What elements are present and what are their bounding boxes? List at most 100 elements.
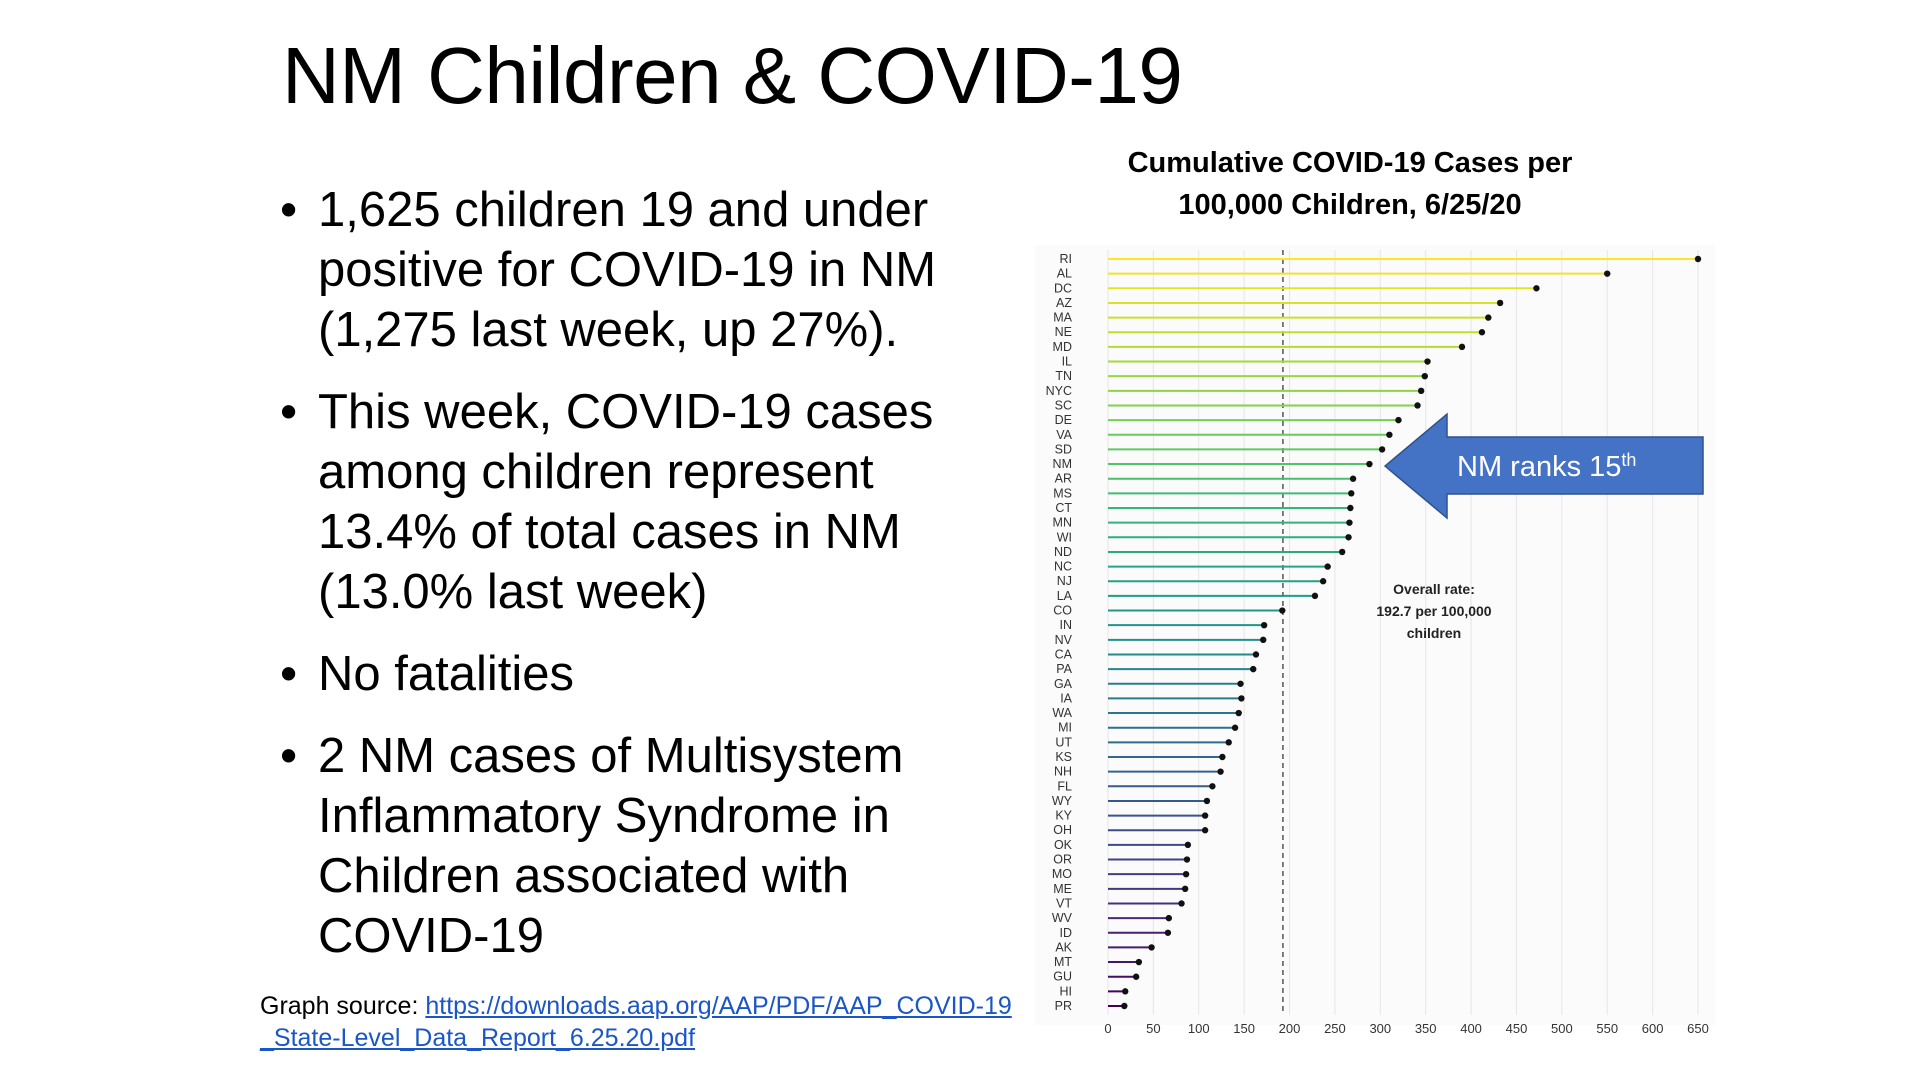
overall-rate-annotation: Overall rate: — [1393, 581, 1475, 597]
lollipop-dot — [1366, 460, 1373, 468]
category-label: SC — [1055, 398, 1072, 412]
x-tick-label: 650 — [1687, 1021, 1709, 1036]
category-label: HI — [1060, 984, 1073, 998]
lollipop-dot — [1165, 914, 1173, 922]
category-label: MT — [1054, 955, 1072, 969]
lollipop-dot — [1348, 490, 1355, 497]
category-label: OR — [1053, 853, 1072, 867]
x-tick-label: 250 — [1324, 1021, 1346, 1036]
x-tick-label: 450 — [1506, 1021, 1528, 1036]
bullet-item: 1,625 children 19 and under positive for… — [280, 180, 1000, 360]
category-label: NH — [1054, 765, 1072, 779]
category-label: RI — [1060, 252, 1073, 266]
lollipop-dot — [1324, 563, 1331, 570]
lollipop-dot — [1250, 665, 1257, 673]
category-label: AR — [1055, 472, 1072, 486]
x-tick-label: 500 — [1551, 1021, 1573, 1036]
lollipop-dot — [1231, 724, 1239, 731]
lollipop-dot — [1219, 753, 1226, 761]
lollipop-dot — [1694, 255, 1702, 263]
category-label: AL — [1057, 267, 1072, 281]
x-tick-label: 100 — [1188, 1021, 1210, 1036]
lollipop-dot — [1217, 768, 1224, 775]
lollipop-dot — [1346, 519, 1353, 526]
callout-text: NM ranks 15th — [1457, 450, 1636, 483]
category-label: MO — [1052, 867, 1072, 881]
category-label: SD — [1055, 442, 1072, 456]
x-tick-label: 550 — [1596, 1021, 1618, 1036]
lollipop-dot — [1414, 402, 1421, 409]
graph-source-link[interactable]: https://downloads.aap.org/AAP/PDF/AAP_CO… — [260, 992, 1012, 1052]
category-label: PR — [1055, 999, 1072, 1013]
lollipop-dot — [1338, 548, 1346, 556]
slide-title: NM Children & COVID-19 — [282, 31, 1183, 120]
category-label: MN — [1053, 516, 1072, 530]
lollipop-dot — [1319, 578, 1327, 585]
lollipop-dot — [1347, 504, 1354, 512]
bullet-list: 1,625 children 19 and under positive for… — [280, 180, 1000, 988]
bullet-item: This week, COVID-19 cases among children… — [280, 382, 1000, 622]
category-label: WY — [1052, 794, 1073, 808]
category-label: PA — [1056, 662, 1072, 676]
category-label: CA — [1055, 647, 1073, 661]
category-label: MD — [1053, 340, 1072, 354]
lollipop-dot — [1201, 812, 1209, 819]
category-label: LA — [1057, 589, 1073, 603]
callout-arrow — [1383, 412, 1704, 520]
x-tick-label: 150 — [1233, 1021, 1255, 1036]
category-label: ME — [1053, 882, 1072, 896]
graph-source-label: Graph source: — [260, 992, 426, 1020]
lollipop-dot — [1260, 621, 1268, 629]
category-label: WA — [1052, 706, 1072, 720]
x-tick-label: 350 — [1415, 1021, 1437, 1036]
lollipop-dot — [1135, 958, 1143, 966]
category-label: IN — [1060, 618, 1073, 632]
graph-source: Graph source: https://downloads.aap.org/… — [260, 990, 1020, 1054]
lollipop-dot — [1421, 372, 1428, 380]
lollipop-dot — [1478, 329, 1486, 336]
category-label: NM — [1053, 457, 1072, 471]
x-tick-label: 600 — [1642, 1021, 1664, 1036]
lollipop-dot — [1533, 285, 1540, 292]
lollipop-dot — [1458, 343, 1466, 351]
lollipop-dot — [1181, 885, 1189, 893]
category-label: NJ — [1057, 574, 1072, 588]
category-label: NE — [1055, 325, 1072, 339]
bullet-item: 2 NM cases of Multisystem Inflammatory S… — [280, 726, 1000, 966]
category-label: GA — [1054, 677, 1073, 691]
category-label: MS — [1053, 486, 1072, 500]
overall-rate-annotation: children — [1407, 625, 1461, 641]
lollipop-dot — [1386, 431, 1393, 438]
category-label: DE — [1055, 413, 1072, 427]
lollipop-dot — [1225, 739, 1232, 746]
lollipop-dot — [1252, 651, 1260, 658]
category-label: IL — [1062, 355, 1072, 369]
category-label: TN — [1055, 369, 1072, 383]
callout-superscript: th — [1621, 450, 1636, 470]
plot-background — [1035, 245, 1715, 1025]
chart-title: Cumulative COVID-19 Cases per 100,000 Ch… — [1127, 147, 1573, 221]
lollipop-dot — [1148, 944, 1155, 951]
category-label: OH — [1053, 823, 1072, 837]
category-label: AZ — [1056, 296, 1072, 310]
x-tick-label: 400 — [1460, 1021, 1482, 1036]
lollipop-dot — [1182, 870, 1190, 878]
category-label: KY — [1055, 809, 1072, 823]
category-label: WV — [1052, 911, 1073, 925]
bullet-item: No fatalities — [280, 644, 1000, 704]
category-label: NV — [1055, 633, 1073, 647]
x-tick-label: 200 — [1279, 1021, 1301, 1036]
lollipop-dot — [1378, 446, 1386, 453]
lollipop-dot — [1122, 988, 1129, 995]
x-tick-label: 50 — [1146, 1021, 1160, 1036]
category-label: MI — [1058, 721, 1072, 735]
category-label: OK — [1054, 838, 1073, 852]
category-label: ND — [1054, 545, 1072, 559]
category-label: KS — [1055, 750, 1072, 764]
lollipop-dot — [1604, 270, 1611, 277]
lollipop-dot — [1260, 636, 1267, 644]
lollipop-dot — [1235, 709, 1242, 717]
lollipop-dot — [1345, 534, 1352, 541]
lollipop-dot — [1237, 680, 1244, 687]
